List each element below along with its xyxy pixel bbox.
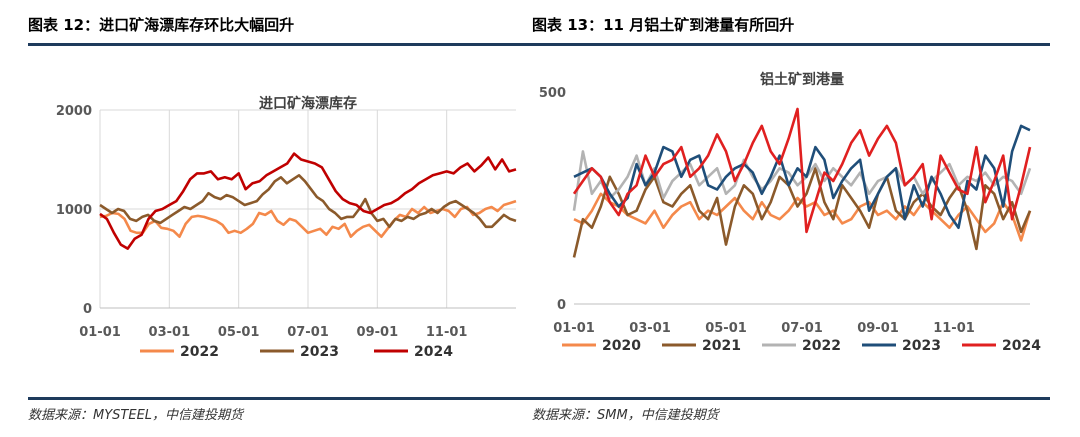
legend-label: 2022 [802, 338, 841, 354]
y-tick-label: 500 [539, 86, 566, 101]
legend-item-2024: 2024 [374, 344, 453, 360]
y-tick-label: 2000 [56, 104, 92, 119]
x-tick-label: 05-01 [218, 325, 260, 340]
figure-title: 图表 13：11 月铝土矿到港量有所回升 [532, 16, 795, 34]
x-tick-label: 07-01 [287, 325, 329, 340]
chart-title: 铝土矿到港量 [760, 71, 844, 88]
source-note: 数据来源：SMM，中信建投期货 [532, 408, 719, 423]
x-tick-label: 07-01 [781, 321, 823, 336]
x-tick-label: 03-01 [149, 325, 191, 340]
y-tick-label: 0 [557, 298, 566, 313]
x-tick-label: 01-01 [553, 321, 595, 336]
series-line-2024 [99, 152, 517, 250]
legend-item-2021: 2021 [662, 338, 741, 354]
series-line-2024 [572, 107, 1032, 234]
chart-title: 进口矿海漂库存 [259, 95, 357, 112]
chart-inventory: 进口矿海漂库存 0 1000 2000 01-01 03-01 05-01 07-01 09-0… [56, 95, 517, 360]
legend-label: 2021 [702, 338, 741, 354]
bottom-rule [532, 397, 1050, 400]
x-tick-label: 11-01 [933, 321, 975, 336]
top-rule [28, 43, 546, 46]
bottom-rule [28, 397, 546, 400]
top-rule [532, 43, 1050, 46]
legend-label: 2023 [300, 344, 339, 360]
legend-item-2022: 2022 [762, 338, 841, 354]
y-tick-label: 0 [83, 302, 92, 317]
x-tick-label: 03-01 [629, 321, 671, 336]
x-tick-label: 09-01 [357, 325, 399, 340]
series-line-2023 [99, 174, 517, 229]
legend-label: 2024 [414, 344, 453, 360]
legend-label: 2020 [602, 338, 641, 354]
legend-item-2023: 2023 [260, 344, 339, 360]
legend-label: 2023 [902, 338, 941, 354]
series-line-2022 [99, 199, 517, 238]
y-tick-label: 1000 [56, 203, 92, 218]
legend-item-2020: 2020 [562, 338, 641, 354]
chart-arrivals: 铝土矿到港量 0 500 01-01 03-01 05-01 07-01 09-01 11-01… [539, 71, 1041, 354]
legend-label: 2022 [180, 344, 219, 360]
legend-item-2022: 2022 [140, 344, 219, 360]
figure-title: 图表 12：进口矿海漂库存环比大幅回升 [28, 16, 295, 34]
legend-item-2023: 2023 [862, 338, 941, 354]
x-tick-label: 01-01 [79, 325, 121, 340]
source-note: 数据来源：MYSTEEL，中信建投期货 [28, 408, 244, 423]
x-tick-label: 09-01 [857, 321, 899, 336]
left-panel: 图表 12：进口矿海漂库存环比大幅回升 进口矿海漂库存 0 1000 2000 01-0… [28, 0, 546, 437]
legend-item-2024: 2024 [962, 338, 1041, 354]
x-tick-label: 05-01 [705, 321, 747, 336]
legend-label: 2024 [1002, 338, 1041, 354]
x-tick-label: 11-01 [426, 325, 468, 340]
right-panel: 图表 13：11 月铝土矿到港量有所回升 铝土矿到港量 0 500 01-01 03-0… [532, 0, 1050, 437]
series-line-2021 [572, 167, 1032, 258]
